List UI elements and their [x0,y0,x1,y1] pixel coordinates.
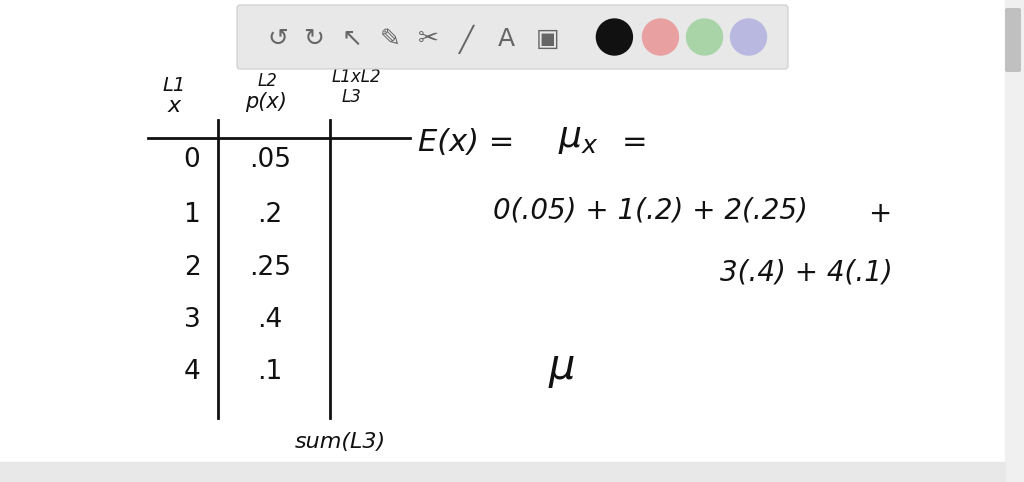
Text: L2: L2 [258,72,278,90]
Text: ╱: ╱ [459,25,473,54]
Circle shape [642,19,679,55]
Circle shape [730,19,767,55]
Text: 3(.4) + 4(.1): 3(.4) + 4(.1) [720,258,893,286]
Text: =: = [622,128,647,157]
Text: p(x): p(x) [245,92,287,112]
Text: .05: .05 [249,147,291,173]
Text: x: x [168,96,181,116]
Text: ↻: ↻ [303,27,325,51]
Text: sum(L3): sum(L3) [295,432,386,452]
Text: .1: .1 [257,359,283,385]
Text: ↖: ↖ [341,27,362,51]
Text: L1xL2: L1xL2 [332,68,382,86]
Text: L3: L3 [342,88,361,106]
Text: .25: .25 [249,255,291,281]
Text: 1: 1 [183,202,201,228]
Circle shape [596,19,633,55]
Circle shape [686,19,723,55]
Text: ✎: ✎ [380,27,400,51]
Text: E(x) =: E(x) = [418,128,514,157]
Text: ↺: ↺ [267,27,289,51]
Text: 0(.05) + 1(.2) + 2(.25): 0(.05) + 1(.2) + 2(.25) [493,196,808,224]
Text: .4: .4 [257,307,283,333]
Text: 0: 0 [183,147,201,173]
Text: 2: 2 [183,255,201,281]
Text: 4: 4 [183,359,201,385]
Text: $\mu_x$: $\mu_x$ [558,122,599,156]
Text: ✂: ✂ [418,27,438,51]
Text: $\mu$: $\mu$ [548,348,575,390]
Text: .2: .2 [257,202,283,228]
Bar [1005,0,1024,482]
Text: 3: 3 [183,307,201,333]
Bar [0,462,1005,482]
FancyBboxPatch shape [1005,8,1021,72]
Text: L1: L1 [162,76,185,95]
Text: +: + [868,200,891,228]
Text: A: A [498,27,515,51]
FancyBboxPatch shape [237,5,788,69]
Text: ▣: ▣ [537,27,560,51]
